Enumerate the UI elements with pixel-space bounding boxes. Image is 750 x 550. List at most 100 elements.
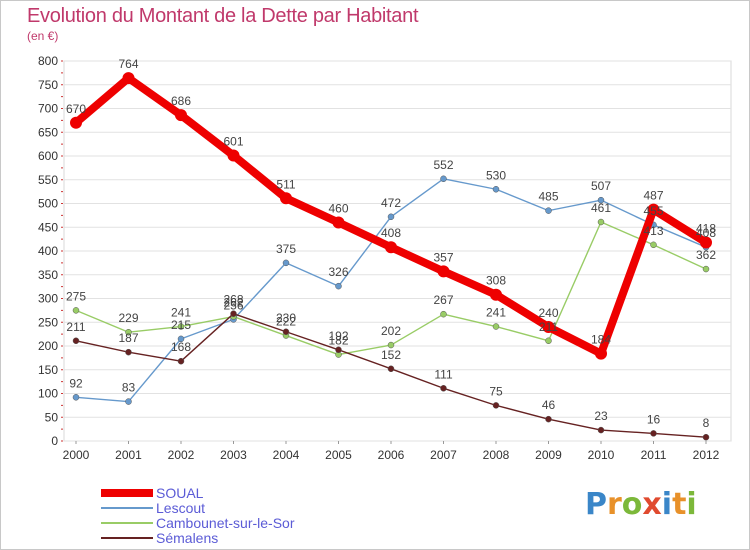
data-point	[492, 402, 500, 409]
data-label: 256	[223, 298, 243, 312]
data-label: 262	[223, 296, 243, 310]
data-label: 487	[643, 189, 663, 203]
data-label: 408	[381, 226, 401, 240]
y-tick-label: 250	[38, 315, 58, 329]
data-label: 275	[66, 289, 86, 303]
data-label: 418	[696, 221, 716, 235]
data-label: 111	[434, 367, 453, 381]
data-label: 241	[171, 306, 191, 320]
data-point	[125, 398, 132, 405]
data-label: 230	[276, 311, 296, 325]
data-point	[387, 213, 395, 221]
y-tick-label: 150	[38, 363, 58, 377]
data-label: 507	[591, 179, 611, 193]
data-point	[440, 385, 447, 392]
data-label: 485	[538, 190, 558, 204]
legend-swatch	[101, 507, 153, 509]
legend-label: Lescout	[156, 500, 206, 516]
data-point	[437, 265, 450, 278]
data-label: 83	[122, 381, 136, 395]
logo-letter: P	[585, 487, 607, 522]
y-tick-label: 50	[45, 410, 59, 424]
data-point	[70, 116, 82, 129]
data-point	[492, 186, 500, 193]
y-tick-label: 800	[38, 54, 58, 68]
data-label: 168	[171, 340, 191, 354]
legend-label: Sémalens	[156, 530, 219, 546]
data-label: 308	[486, 274, 506, 288]
data-label: 215	[171, 318, 191, 332]
data-label: 375	[276, 242, 296, 256]
data-point	[72, 394, 80, 401]
data-label: 472	[381, 196, 401, 210]
data-point	[490, 288, 502, 301]
legend-item: SOUAL	[101, 485, 203, 501]
y-tick-label: 100	[38, 387, 58, 401]
y-tick-label: 0	[51, 434, 58, 448]
data-point	[702, 265, 710, 273]
data-label: 182	[328, 334, 348, 348]
data-label: 764	[118, 57, 138, 71]
data-label: 601	[223, 135, 243, 149]
data-point	[175, 109, 187, 122]
data-point	[545, 207, 552, 214]
data-label: 16	[647, 412, 661, 426]
data-label: 192	[328, 329, 348, 343]
data-label: 75	[489, 384, 503, 398]
data-point	[597, 218, 605, 226]
logo-letter: r	[607, 487, 622, 522]
data-label: 241	[486, 306, 506, 320]
data-point	[177, 357, 185, 365]
y-tick-label: 300	[38, 292, 58, 306]
y-tick-label: 350	[38, 268, 58, 282]
legend-swatch	[101, 489, 153, 497]
data-label: 152	[381, 348, 401, 362]
data-label: 460	[328, 202, 348, 216]
y-tick-label: 700	[38, 102, 58, 116]
data-point	[122, 72, 135, 85]
x-tick-label: 2006	[378, 448, 405, 462]
data-label: 8	[703, 416, 710, 430]
data-point	[282, 328, 290, 335]
x-tick-label: 2003	[220, 448, 247, 462]
data-point	[227, 149, 240, 162]
y-tick-label: 600	[38, 149, 58, 163]
y-tick-label: 750	[38, 78, 58, 92]
y-tick-label: 200	[38, 339, 58, 353]
data-label: 357	[433, 250, 453, 264]
x-tick-label: 2001	[115, 448, 142, 462]
data-point	[125, 328, 132, 336]
proxiti-logo: Proxiti	[585, 487, 697, 522]
data-point	[282, 259, 290, 267]
data-point	[597, 426, 605, 434]
legend-swatch	[101, 537, 153, 539]
data-point	[280, 192, 292, 205]
data-label: 670	[66, 102, 86, 116]
data-label: 184	[591, 333, 611, 347]
data-label: 267	[433, 293, 453, 307]
data-point	[597, 196, 605, 204]
data-label: 408	[696, 226, 716, 240]
data-point	[492, 323, 500, 330]
data-label: 23	[594, 409, 608, 423]
data-point	[387, 365, 395, 373]
data-point	[702, 433, 710, 441]
data-label: 268	[223, 293, 243, 307]
y-tick-label: 500	[38, 197, 58, 211]
data-label: 455	[643, 204, 663, 218]
data-point	[332, 216, 345, 229]
data-label: 413	[643, 224, 663, 238]
data-point	[542, 321, 555, 333]
x-tick-label: 2009	[535, 448, 562, 462]
data-point	[440, 310, 447, 318]
y-tick-label: 450	[38, 220, 58, 234]
logo-letter: i	[686, 487, 697, 522]
data-point	[177, 335, 185, 343]
data-point	[545, 415, 552, 423]
x-tick-label: 2008	[483, 448, 510, 462]
data-point	[177, 323, 185, 330]
legend-item: Sémalens	[101, 530, 219, 546]
data-label: 187	[118, 331, 138, 345]
